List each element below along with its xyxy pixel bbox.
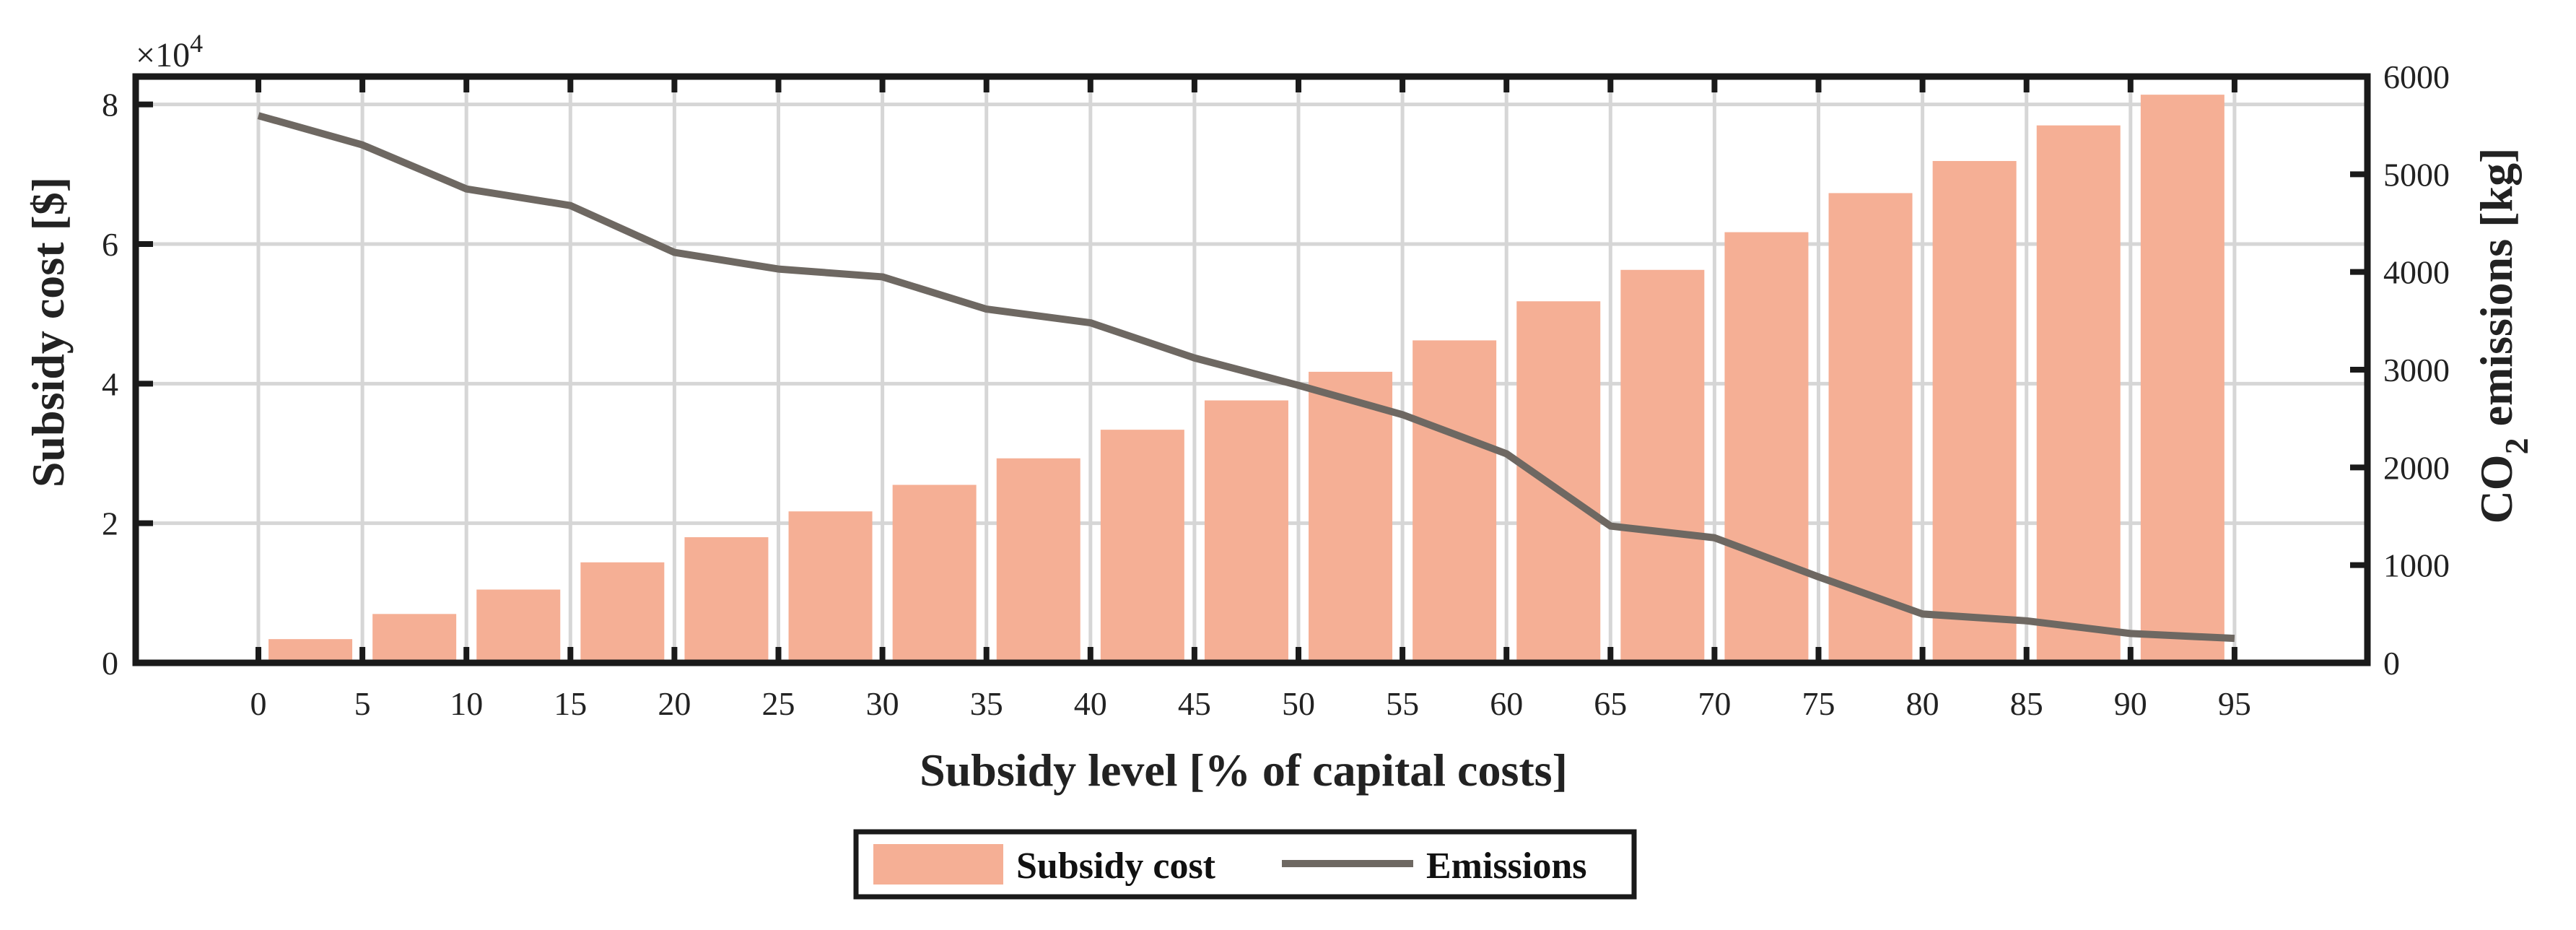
bar-55	[1309, 371, 1393, 663]
x-tick-label: 35	[970, 685, 1003, 722]
y-left-tick-label: 6	[102, 226, 118, 263]
x-tick-label: 70	[1698, 685, 1731, 722]
y-right-tick-label: 6000	[2383, 58, 2450, 95]
x-tick-label: 25	[762, 685, 795, 722]
bar-50	[1204, 400, 1288, 663]
bar-20	[580, 562, 665, 663]
x-tick-label: 90	[2114, 685, 2147, 722]
bar-60	[1413, 340, 1497, 663]
emissions-line	[257, 112, 2235, 643]
bar-25	[684, 537, 769, 663]
legend-label-emissions: Emissions	[1426, 846, 1587, 887]
y-right-tick-label: 0	[2383, 645, 2400, 682]
x-tick-label: 30	[866, 685, 899, 722]
y-right-tick-label: 5000	[2383, 156, 2450, 193]
x-tick-label: 80	[1906, 685, 1939, 722]
bar-35	[892, 484, 977, 663]
y-left-axis-label: Subsidy cost [$]	[22, 177, 74, 487]
bar-75	[1724, 232, 1809, 664]
bar-95	[2140, 95, 2224, 664]
bar-90	[2036, 125, 2121, 663]
bar-45	[1100, 430, 1184, 663]
bar-30	[788, 511, 873, 663]
legend: Subsidy cost Emissions	[853, 829, 1637, 900]
y-left-tick-label: 8	[102, 87, 118, 123]
x-tick-label: 65	[1594, 685, 1627, 722]
y-axis-left: 0 2 4 6 8	[102, 87, 153, 682]
bar-65	[1516, 301, 1601, 663]
y-right-tick-label: 1000	[2383, 547, 2450, 584]
x-tick-label: 10	[450, 685, 483, 722]
x-tick-label: 95	[2218, 685, 2251, 722]
legend-box	[853, 829, 1637, 900]
x-tick-label: 0	[250, 685, 267, 722]
bar-10	[372, 614, 457, 663]
x-tick-label: 45	[1178, 685, 1211, 722]
y-right-tick-label: 4000	[2383, 254, 2450, 291]
x-tick-label: 40	[1074, 685, 1107, 722]
y-left-tick-label: 2	[102, 505, 118, 542]
x-tick-label: 15	[554, 685, 587, 722]
line-series-emissions	[257, 112, 2235, 643]
x-axis-label: Subsidy level [% of capital costs]	[920, 744, 1568, 796]
x-tick-label: 60	[1490, 685, 1523, 722]
bar-40	[996, 458, 1080, 663]
x-axis: 0 5 10 15 20 25 30 35 40 45 50 55 60 65 70 75 80 85 90 95	[250, 77, 2251, 722]
y-left-tick-label: 4	[102, 365, 118, 402]
y-axis-right: 0 1000 2000 3000 4000 5000 6000	[2350, 58, 2450, 682]
bar-series-subsidy-cost	[268, 95, 2224, 664]
legend-swatch-subsidy-cost	[873, 844, 1003, 885]
y-right-tick-label: 2000	[2383, 449, 2450, 486]
bar-70	[1620, 269, 1705, 663]
bar-5	[268, 639, 353, 663]
x-tick-label: 50	[1282, 685, 1315, 722]
y-left-tick-label: 0	[102, 645, 118, 682]
bar-15	[476, 589, 561, 663]
y-right-tick-label: 3000	[2383, 352, 2450, 388]
x-tick-label: 85	[2010, 685, 2043, 722]
x-tick-label: 5	[354, 685, 371, 722]
bar-85	[1932, 160, 2017, 663]
x-tick-label: 55	[1386, 685, 1419, 722]
y-left-exponent: ×104	[136, 29, 203, 74]
y-right-axis-label: CO2 emissions [kg]	[2471, 148, 2535, 524]
x-tick-label: 20	[658, 685, 691, 722]
legend-label-subsidy-cost: Subsidy cost	[1016, 846, 1216, 887]
x-tick-label: 75	[1802, 685, 1835, 722]
